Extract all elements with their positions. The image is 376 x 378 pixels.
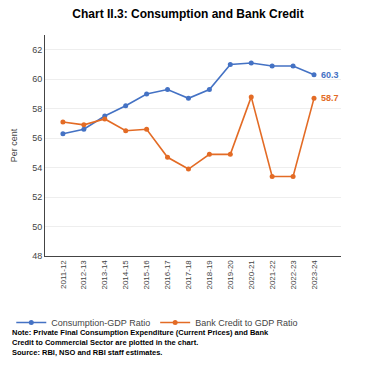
svg-text:2013-14: 2013-14 [100, 260, 109, 290]
svg-text:62: 62 [32, 45, 42, 55]
svg-text:48: 48 [32, 251, 42, 261]
svg-text:52: 52 [32, 192, 42, 202]
svg-text:58: 58 [32, 104, 42, 114]
svg-text:2020-21: 2020-21 [247, 260, 256, 290]
svg-text:58.7: 58.7 [321, 93, 339, 103]
svg-text:2023-24: 2023-24 [310, 260, 319, 290]
svg-text:60: 60 [32, 74, 42, 84]
svg-text:54: 54 [32, 163, 42, 173]
svg-text:2022-23: 2022-23 [289, 260, 298, 290]
svg-text:2016-17: 2016-17 [163, 260, 172, 290]
svg-text:Chart II.3: Consumption and Ba: Chart II.3: Consumption and Bank Credit [72, 7, 303, 21]
svg-text:56: 56 [32, 133, 42, 143]
svg-text:2018-19: 2018-19 [205, 260, 214, 290]
svg-text:Consumption-GDP Ratio: Consumption-GDP Ratio [51, 318, 150, 328]
svg-text:50: 50 [32, 222, 42, 232]
svg-text:Note: Private Final Consumptio: Note: Private Final Consumption Expendit… [12, 328, 269, 357]
svg-text:2012-13: 2012-13 [79, 260, 88, 290]
svg-text:Per cent: Per cent [9, 128, 19, 162]
svg-text:2014-15: 2014-15 [121, 260, 130, 290]
svg-text:2021-22: 2021-22 [268, 260, 277, 290]
svg-text:2017-18: 2017-18 [184, 260, 193, 290]
svg-text:60.3: 60.3 [321, 70, 339, 80]
svg-text:Bank Credit to GDP Ratio: Bank Credit to GDP Ratio [195, 318, 297, 328]
svg-text:2011-12: 2011-12 [59, 260, 68, 289]
svg-text:2015-16: 2015-16 [142, 260, 151, 290]
svg-text:2019-20: 2019-20 [226, 260, 235, 290]
